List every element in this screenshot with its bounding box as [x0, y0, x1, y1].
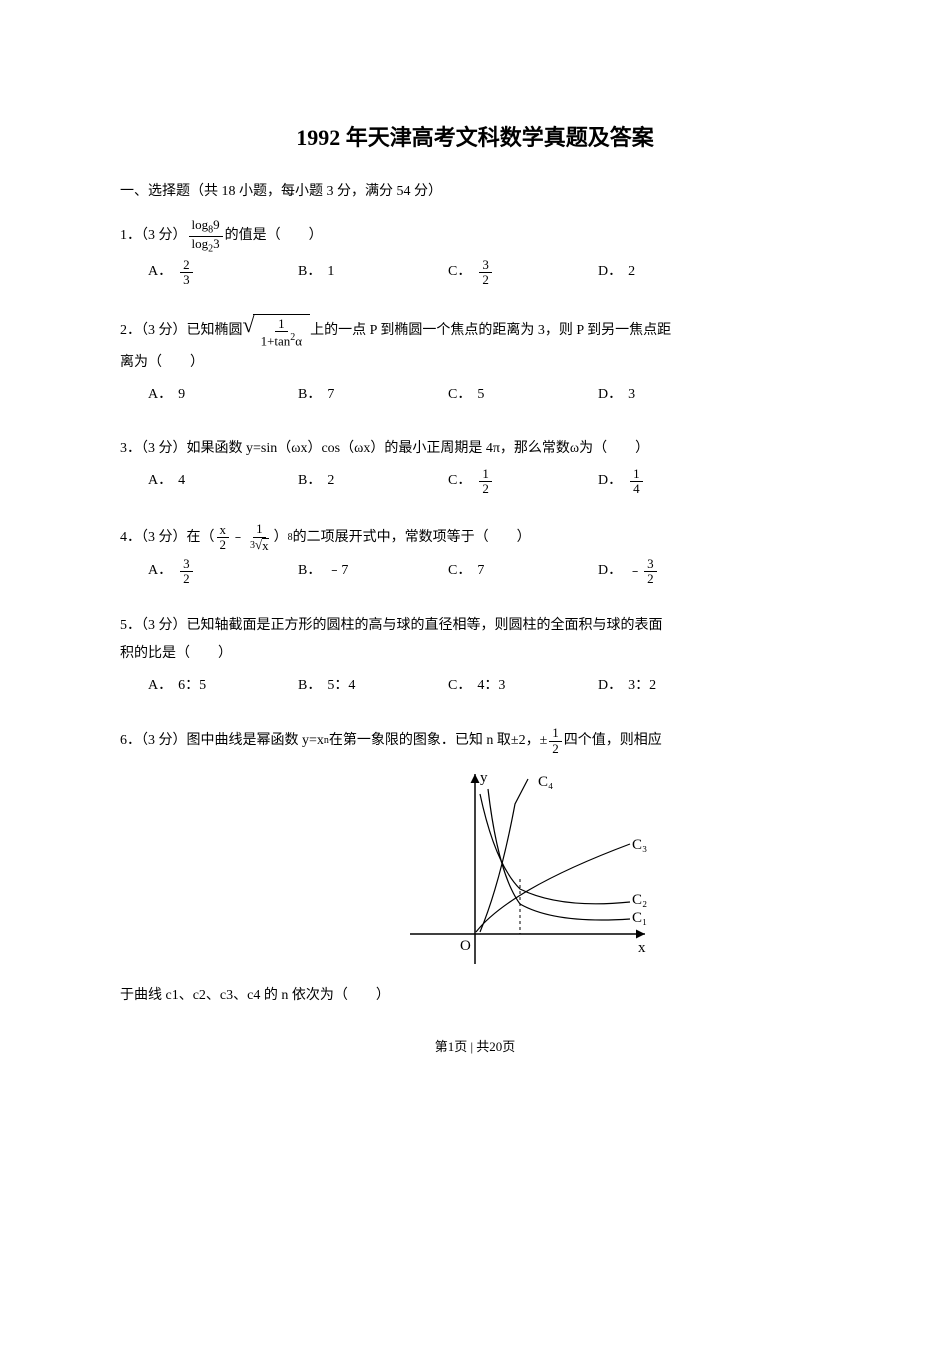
opt-label: C．: [448, 258, 471, 286]
c2-label: C₂: [632, 892, 647, 908]
q2-tail1: 上的一点 P 到椭圆一个焦点的距离为 3，则 P 到另一焦点距: [310, 317, 671, 345]
q5-opt-c: C．4：3: [448, 672, 598, 700]
q6-mid: 在第一象限的图象．已知 n 取±2，±: [329, 727, 547, 755]
q2-rad-num: 1: [275, 317, 288, 332]
q5-options: A．6：5 B．5：4 C．4：3 D．3：2: [148, 672, 830, 700]
q6-graph: y x O C₄ C₃ C₂ C₁: [380, 764, 660, 974]
question-5: 5．（3 分）已知轴截面是正方形的圆柱的高与球的直径相等，则圆柱的全面积与球的表…: [120, 612, 830, 700]
x-label: x: [638, 940, 646, 956]
q1-prefix: 1．（3 分）: [120, 222, 187, 250]
q2-stem: 2．（3 分）已知椭圆 √ 1 1+tan2α 上的一点 P 到椭圆一个焦点的距…: [120, 314, 830, 349]
q1-num-arg: 9: [213, 217, 220, 232]
q4-prefix: 4．（3 分）在（: [120, 524, 215, 552]
q1-d-val: 2: [628, 258, 635, 286]
q6-after-graph: 于曲线 c1、c2、c3、c4 的 n 依次为（ ）: [120, 982, 830, 1010]
curve-c4: [480, 779, 528, 932]
q1-den-log: log: [192, 236, 209, 251]
q6-frac: 12: [549, 726, 562, 756]
q4-opt-a: A．32: [148, 557, 298, 587]
q1-tail: 的值是（ ）: [225, 222, 323, 250]
q1-den-arg: 3: [213, 236, 220, 251]
q1-options: A． 23 B． 1 C． 32 D． 2: [148, 258, 830, 288]
q2-sqrt: √ 1 1+tan2α: [243, 314, 311, 349]
opt-label: A．: [148, 258, 172, 286]
y-label: y: [480, 770, 488, 786]
opt-label: D．: [598, 258, 622, 286]
q2-rad-den-r: α: [295, 333, 302, 348]
q3-stem: 3．（3 分）如果函数 y=sin（ωx）cos（ωx）的最小正周期是 4π，那…: [120, 435, 830, 463]
q1-a-den: 3: [180, 273, 193, 287]
q1-c-num: 3: [479, 258, 492, 273]
q3-opt-d: D．14: [598, 467, 748, 497]
q1-b-val: 1: [327, 258, 334, 286]
c1-label: C₁: [632, 910, 647, 926]
q1-opt-d: D． 2: [598, 258, 748, 288]
q1-opt-a: A． 23: [148, 258, 298, 288]
radical-icon: √: [255, 538, 262, 552]
section-1-head: 一、选择题（共 18 小题，每小题 3 分，满分 54 分）: [120, 180, 830, 200]
q2-opt-a: A．9: [148, 381, 298, 409]
q4-stem: 4．（3 分）在（ x 2 ﹣ 1 3√x ）8 的二项展开式中，常数项等于（ …: [120, 522, 830, 553]
q5-opt-b: B．5：4: [298, 672, 448, 700]
q4-root-arg: x: [262, 538, 269, 553]
question-4: 4．（3 分）在（ x 2 ﹣ 1 3√x ）8 的二项展开式中，常数项等于（ …: [120, 522, 830, 586]
page-footer: 第1页 | 共20页: [120, 1036, 830, 1055]
page-title: 1992 年天津高考文科数学真题及答案: [120, 120, 830, 152]
q2-rad-den-l: 1+tan: [261, 333, 291, 348]
q3-opt-c: C．12: [448, 467, 598, 497]
question-3: 3．（3 分）如果函数 y=sin（ωx）cos（ωx）的最小正周期是 4π，那…: [120, 435, 830, 497]
q4-opt-b: B．﹣7: [298, 557, 448, 587]
q1-log-frac: log89 log23: [189, 218, 223, 254]
q3-options: A．4 B．2 C．12 D．14: [148, 467, 830, 497]
q1-c-den: 2: [479, 273, 492, 287]
q4-term1: x 2: [217, 523, 230, 553]
opt-label: B．: [298, 258, 321, 286]
q4-tail: 的二项展开式中，常数项等于（ ）: [293, 524, 531, 552]
question-2: 2．（3 分）已知椭圆 √ 1 1+tan2α 上的一点 P 到椭圆一个焦点的距…: [120, 314, 830, 409]
q2-tail2: 离为（ ）: [120, 349, 830, 377]
question-1: 1．（3 分） log89 log23 的值是（ ） A． 23 B． 1: [120, 218, 830, 288]
q4-term2: 1 3√x: [247, 522, 272, 553]
curve-c1: [488, 789, 630, 920]
q4-opt-d: D．﹣32: [598, 557, 748, 587]
q6-stem: 6．（3 分）图中曲线是幂函数 y=xn 在第一象限的图象．已知 n 取±2，±…: [120, 726, 830, 756]
c3-label: C₃: [632, 837, 647, 853]
q2-opt-b: B．7: [298, 381, 448, 409]
q6-prefix: 6．（3 分）图中曲线是幂函数 y=x: [120, 727, 324, 755]
origin-label: O: [460, 938, 471, 954]
question-6: 6．（3 分）图中曲线是幂函数 y=xn 在第一象限的图象．已知 n 取±2，±…: [120, 726, 830, 1010]
q4-opt-c: C．7: [448, 557, 598, 587]
q2-opt-d: D．3: [598, 381, 748, 409]
q1-stem: 1．（3 分） log89 log23 的值是（ ）: [120, 218, 830, 254]
curve-c2: [480, 794, 630, 904]
q4-minus: ﹣: [231, 524, 245, 552]
q1-num-log: log: [192, 217, 209, 232]
q1-opt-c: C． 32: [448, 258, 598, 288]
q3-opt-b: B．2: [298, 467, 448, 497]
q4-options: A．32 B．﹣7 C．7 D．﹣32: [148, 557, 830, 587]
q5-line2: 积的比是（ ）: [120, 640, 830, 668]
q5-opt-a: A．6：5: [148, 672, 298, 700]
q5-line1: 5．（3 分）已知轴截面是正方形的圆柱的高与球的直径相等，则圆柱的全面积与球的表…: [120, 612, 830, 640]
q6-tail: 四个值，则相应: [564, 727, 662, 755]
q4-close: ）: [274, 524, 288, 552]
exam-page: 1992 年天津高考文科数学真题及答案 一、选择题（共 18 小题，每小题 3 …: [0, 0, 950, 1095]
q5-opt-d: D．3：2: [598, 672, 748, 700]
q1-a-num: 2: [180, 258, 193, 273]
q2-prefix: 2．（3 分）已知椭圆: [120, 317, 243, 345]
q2-opt-c: C．5: [448, 381, 598, 409]
q1-opt-b: B． 1: [298, 258, 448, 288]
q2-options: A．9 B．7 C．5 D．3: [148, 381, 830, 409]
q3-opt-a: A．4: [148, 467, 298, 497]
c4-label: C₄: [538, 774, 553, 790]
